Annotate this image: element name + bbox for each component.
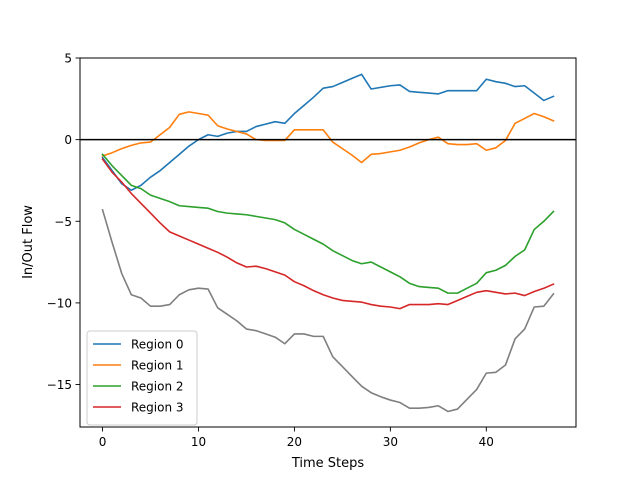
- legend-label-region-0: Region 0: [131, 338, 184, 352]
- y-tick-label: −15: [47, 378, 72, 392]
- x-axis-label: Time Steps: [291, 456, 365, 471]
- y-tick-label: −5: [54, 215, 72, 229]
- x-tick-label: 10: [191, 435, 206, 449]
- y-axis-label: In/Out Flow: [21, 205, 36, 279]
- series-line-region-1: [101, 111, 555, 164]
- legend-box: [86, 330, 198, 426]
- legend-label-region-2: Region 2: [131, 380, 184, 394]
- y-tick-label: 5: [64, 52, 72, 66]
- x-tick-label: 0: [99, 435, 107, 449]
- x-tick-label: 20: [287, 435, 302, 449]
- x-axis: 0 10 20 30 40: [99, 427, 494, 449]
- series-layer: [101, 73, 555, 413]
- legend-label-region-1: Region 1: [131, 359, 184, 373]
- series-line-region-2: [101, 153, 555, 294]
- y-tick-label: −10: [47, 296, 72, 310]
- series-line-4: [101, 208, 555, 413]
- x-tick-label: 40: [479, 435, 494, 449]
- legend: Region 0 Region 1 Region 2 Region 3: [86, 330, 198, 426]
- x-tick-label: 30: [383, 435, 398, 449]
- series-line-region-3: [101, 158, 555, 310]
- y-axis: 5 0 −5 −10 −15: [47, 52, 80, 392]
- legend-label-region-3: Region 3: [131, 401, 184, 415]
- series-line-region-0: [101, 73, 555, 192]
- y-tick-label: 0: [64, 133, 72, 147]
- plot-frame: [79, 57, 577, 428]
